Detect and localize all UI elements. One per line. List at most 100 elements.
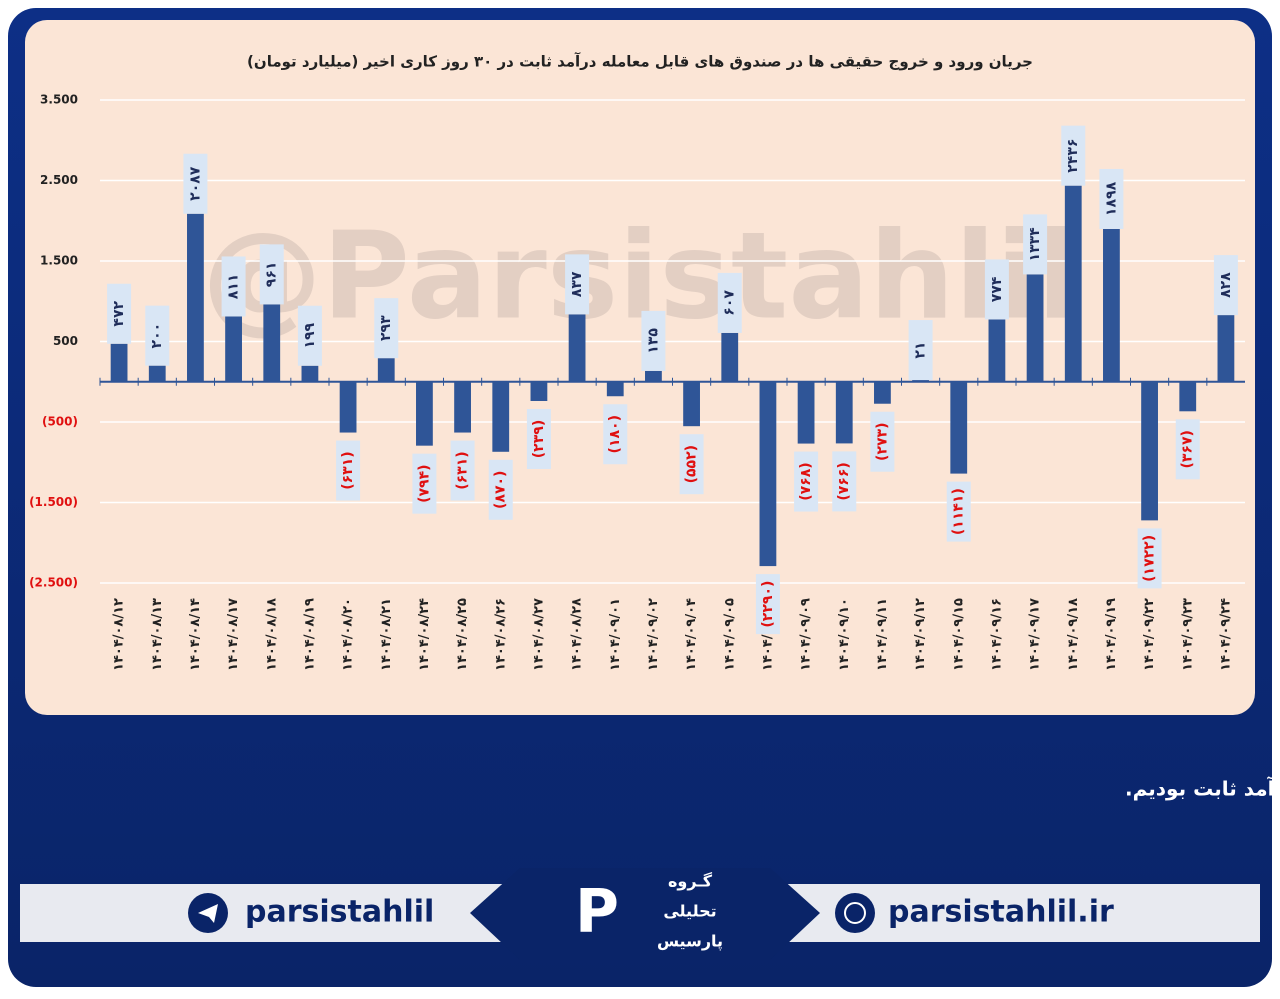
value-label: ۶۰۷ — [722, 290, 738, 316]
x-tick-label: ۱۴۰۴/۰۸/۱۹ — [302, 598, 317, 671]
value-label: (۷۹۴) — [416, 464, 432, 502]
x-tick-label: ۱۴۰۴/۰۹/۱۵ — [951, 598, 966, 671]
value-label-bg — [374, 298, 399, 359]
telegram-glyph — [198, 904, 218, 923]
x-tick-label: ۱۴۰۴/۰۹/۲۳ — [1180, 598, 1195, 671]
website: parsistahlil.ir — [888, 895, 1114, 930]
value-label-bg — [755, 574, 780, 635]
bar — [110, 343, 128, 382]
footer-text: امروز شاهد ورود ۸۲۸ میلیارد تومان پول حق… — [1125, 776, 1280, 802]
value-label: (۲۳۹) — [531, 420, 547, 458]
bar — [301, 365, 319, 382]
bar — [187, 213, 204, 382]
value-label-bg — [1061, 125, 1086, 186]
value-label: (۷۶۶) — [836, 462, 852, 500]
value-label-bg — [107, 283, 132, 344]
x-tick-label: ۱۴۰۴/۰۹/۱۷ — [1028, 598, 1043, 671]
web-glyph — [844, 902, 866, 924]
value-label: (۱۷۲۲) — [1142, 535, 1158, 582]
x-tick-label: ۱۴۰۴/۰۹/۲۲ — [1142, 598, 1157, 671]
value-label: (۱۱۴۱) — [951, 488, 967, 535]
x-tick-label: ۱۴۰۴/۰۸/۲۸ — [570, 598, 585, 671]
bar — [416, 381, 433, 446]
x-tick-label: ۱۴۰۴/۰۸/۲۵ — [455, 598, 470, 671]
bar — [797, 381, 815, 444]
x-tick-label: ۱۴۰۴/۰۹/۲۴ — [1218, 598, 1233, 671]
telegram-handle: parsistahlil — [245, 895, 434, 930]
value-label: ۱۸۹۸ — [1103, 181, 1119, 216]
bar — [721, 332, 739, 382]
value-label: ۸۱۱ — [226, 274, 242, 300]
value-label-bg — [450, 440, 475, 501]
value-label-bg — [183, 153, 208, 214]
bar — [950, 381, 968, 474]
bar — [1179, 381, 1197, 412]
y-tick-label: (1.500) — [29, 495, 78, 509]
value-label-bg — [603, 404, 628, 465]
x-tick-label: ۱۴۰۴/۰۸/۲۴ — [417, 598, 432, 671]
value-label: (۱۸۰) — [607, 415, 623, 453]
value-label-bg — [946, 481, 971, 542]
value-label-bg — [870, 411, 895, 472]
x-tick-label: ۱۴۰۴/۰۹/۰۴ — [684, 598, 699, 671]
y-tick-label: 1.500 — [40, 254, 78, 268]
bar — [568, 314, 586, 382]
bar — [377, 358, 395, 382]
x-tick-label: ۱۴۰۴/۰۸/۱۴ — [188, 598, 203, 671]
value-label: ۲۱ — [913, 342, 929, 359]
value-label-bg — [221, 256, 246, 317]
x-tick-label: ۱۴۰۴/۰۸/۲۱ — [379, 598, 394, 671]
bar — [1141, 381, 1158, 521]
x-tick-label: ۱۴۰۴/۰۹/۰۵ — [722, 598, 737, 671]
bar — [759, 381, 777, 567]
value-label-bg — [259, 244, 284, 305]
value-label-bg — [984, 259, 1009, 320]
bar — [492, 381, 510, 452]
bar — [1103, 228, 1120, 382]
x-tick-label: ۱۴۰۴/۰۸/۲۷ — [531, 598, 546, 671]
x-tick-label: ۱۴۰۴/۰۹/۰۱ — [608, 598, 623, 671]
value-label-bg — [297, 305, 322, 366]
value-label: ۴۷۲ — [111, 300, 127, 326]
value-label: ۲۴۳۶ — [1065, 139, 1081, 173]
value-label-bg — [1137, 528, 1162, 589]
bar — [1217, 315, 1235, 382]
value-label-bg — [488, 459, 513, 520]
bar — [988, 319, 1006, 382]
x-tick-label: ۱۴۰۴/۰۹/۱۲ — [913, 598, 928, 671]
value-label-bg — [908, 320, 933, 381]
y-tick-label: (2.500) — [29, 576, 78, 590]
value-label-bg — [832, 451, 857, 512]
logo-badge — [470, 868, 820, 960]
bar — [645, 370, 662, 382]
watermark: @Parsistahlil — [202, 208, 1078, 347]
logo-text: تحلیلی — [663, 902, 716, 921]
value-label-bg — [1213, 255, 1238, 316]
x-tick-label: ۱۴۰۴/۰۹/۱۶ — [989, 598, 1004, 671]
value-label-bg — [679, 434, 704, 495]
y-tick-label: (500) — [42, 415, 78, 429]
value-label-bg — [336, 440, 361, 501]
value-label-bg — [145, 305, 170, 366]
value-label: ۷۷۴ — [989, 276, 1005, 302]
x-tick-label: ۱۴۰۴/۰۹/۰۲ — [646, 598, 661, 671]
bar — [606, 381, 624, 397]
x-tick-label: ۱۴۰۴/۰۸/۱۲ — [112, 598, 127, 671]
value-label: ۸۲۸ — [1218, 272, 1234, 298]
x-tick-label: ۱۴۰۴/۰۸/۲۶ — [493, 598, 508, 671]
value-label: (۲۷۳) — [874, 423, 890, 461]
web-icon — [835, 893, 875, 933]
bar — [835, 381, 853, 444]
value-label: (۶۳۱) — [455, 451, 471, 489]
x-tick-label: ۱۴۰۴/۰۹/۰۹ — [799, 598, 814, 671]
value-label-bg — [1023, 214, 1048, 275]
value-label: (۳۶۷) — [1180, 430, 1196, 468]
bar — [225, 316, 242, 382]
logo-text: گـروه — [668, 872, 713, 891]
value-label-bg — [641, 310, 666, 371]
value-label: ۲۰۸۷ — [187, 166, 203, 201]
value-label: ۹۶۱ — [264, 262, 280, 288]
bar — [1026, 274, 1044, 382]
y-tick-label: 500 — [53, 334, 78, 348]
x-tick-label: ۱۴۰۴/۰۸/۱۷ — [226, 598, 241, 671]
